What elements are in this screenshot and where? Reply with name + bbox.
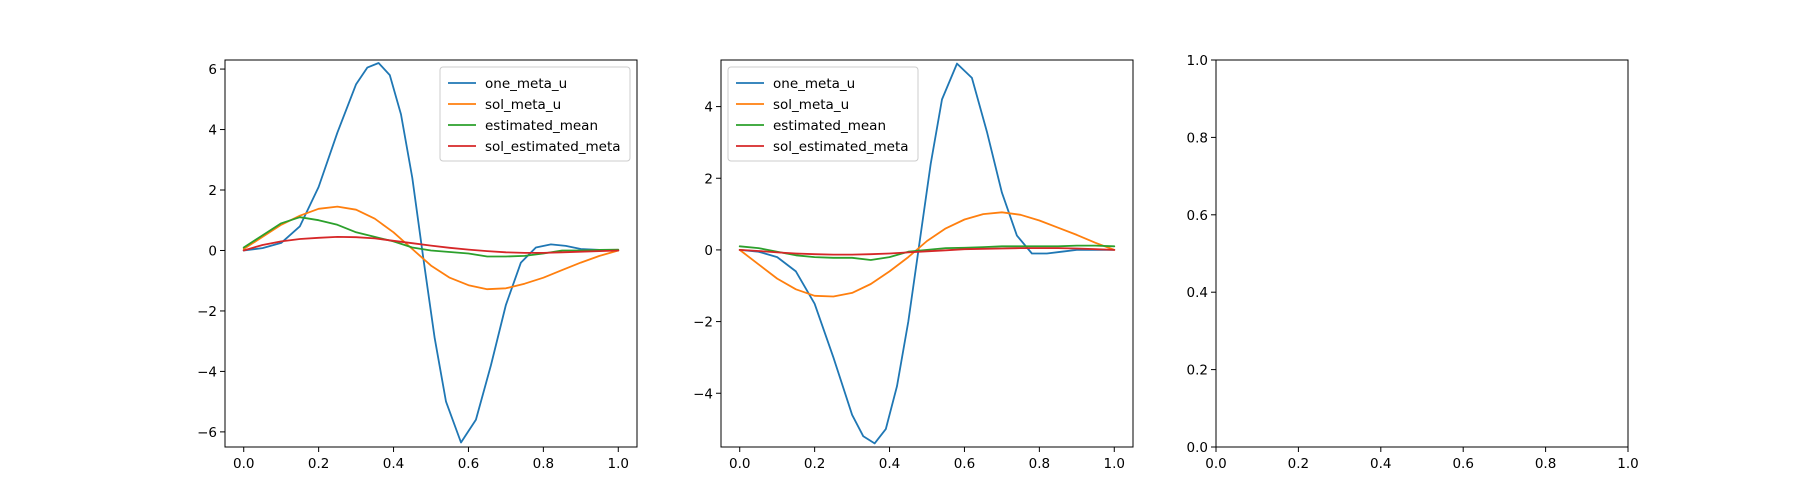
x-tick-label: 1.0 [1104, 456, 1125, 472]
x-tick-label: 0.2 [804, 456, 825, 472]
axes-frame [1215, 59, 1629, 448]
legend-label: sol_estimated_meta [773, 139, 909, 155]
legend-label: one_meta_u [485, 76, 567, 92]
y-tick-label: 0 [208, 243, 217, 259]
series-line-estimated-mean [738, 244, 1116, 261]
series-line-one-meta-u [242, 62, 620, 444]
x-tick-label: 1.0 [1617, 456, 1638, 472]
x-tick-label: 0.0 [729, 456, 750, 472]
y-tick-label: −4 [197, 364, 217, 380]
y-tick-label: −4 [693, 386, 713, 402]
y-tick-label: 2 [704, 171, 713, 187]
legend-label: estimated_mean [485, 118, 598, 134]
x-tick-label: 0.4 [879, 456, 900, 472]
x-tick-label: 0.6 [458, 456, 479, 472]
x-tick-label: 0.8 [533, 456, 554, 472]
legend-label: sol_meta_u [773, 97, 849, 113]
y-tick-label: −2 [693, 315, 713, 331]
y-tick-label: −6 [197, 425, 217, 441]
y-tick-label: 0 [704, 243, 713, 259]
y-tick-label: 0.8 [1187, 130, 1208, 146]
x-tick-label: 1.0 [608, 456, 629, 472]
legend: one_meta_u sol_meta_u estimated_mean sol_es… [727, 66, 919, 162]
series-line-sol-estimated-meta [738, 247, 1116, 256]
y-tick-label: 4 [704, 100, 713, 116]
x-tick-label: 0.6 [954, 456, 975, 472]
legend: one_meta_u sol_meta_u estimated_mean sol_es… [439, 66, 631, 162]
legend-frame [439, 66, 631, 162]
x-tick-label: 0.8 [1029, 456, 1050, 472]
legend-label: sol_meta_u [485, 97, 561, 113]
x-tick-label: 0.4 [1370, 456, 1391, 472]
x-tick-label: 0.0 [1205, 456, 1226, 472]
series-line-estimated-mean [242, 216, 620, 258]
series-line-sol-estimated-meta [242, 235, 620, 254]
y-tick-label: −2 [197, 304, 217, 320]
x-tick-label: 0.8 [1535, 456, 1556, 472]
legend-label: one_meta_u [773, 76, 855, 92]
y-tick-label: 0.6 [1187, 208, 1208, 224]
y-tick-label: 0.4 [1187, 285, 1208, 301]
axes-3: 0.0 0.2 0.4 0.6 0.8 1.0 0.0 0.2 0.4 0.6 0.8 1.0 [1187, 53, 1639, 472]
series-line-sol-meta-u [242, 205, 620, 291]
x-tick-label: 0.4 [383, 456, 404, 472]
series-line-sol-meta-u [738, 211, 1116, 298]
y-tick-label: 1.0 [1187, 53, 1208, 69]
y-tick-label: 0.0 [1187, 440, 1208, 456]
axes-2: 0.0 0.2 0.4 0.6 0.8 1.0 −4 −2 0 2 4 one_meta_u sol_m… [693, 59, 1134, 472]
x-tick-label: 0.2 [308, 456, 329, 472]
y-tick-label: 6 [208, 62, 217, 78]
series-line-one-meta-u [738, 62, 1116, 445]
y-tick-label: 4 [208, 123, 217, 139]
legend-label: estimated_mean [773, 118, 886, 134]
x-tick-label: 0.2 [1288, 456, 1309, 472]
y-tick-label: 0.2 [1187, 363, 1208, 379]
y-tick-label: 2 [208, 183, 217, 199]
legend-label: sol_estimated_meta [485, 139, 621, 155]
legend-frame [727, 66, 919, 162]
x-tick-label: 0.6 [1452, 456, 1473, 472]
axes-1: 0.0 0.2 0.4 0.6 0.8 1.0 −6 −4 −2 0 2 4 6 one_meta_uso… [197, 59, 638, 472]
x-tick-label: 0.0 [233, 456, 254, 472]
